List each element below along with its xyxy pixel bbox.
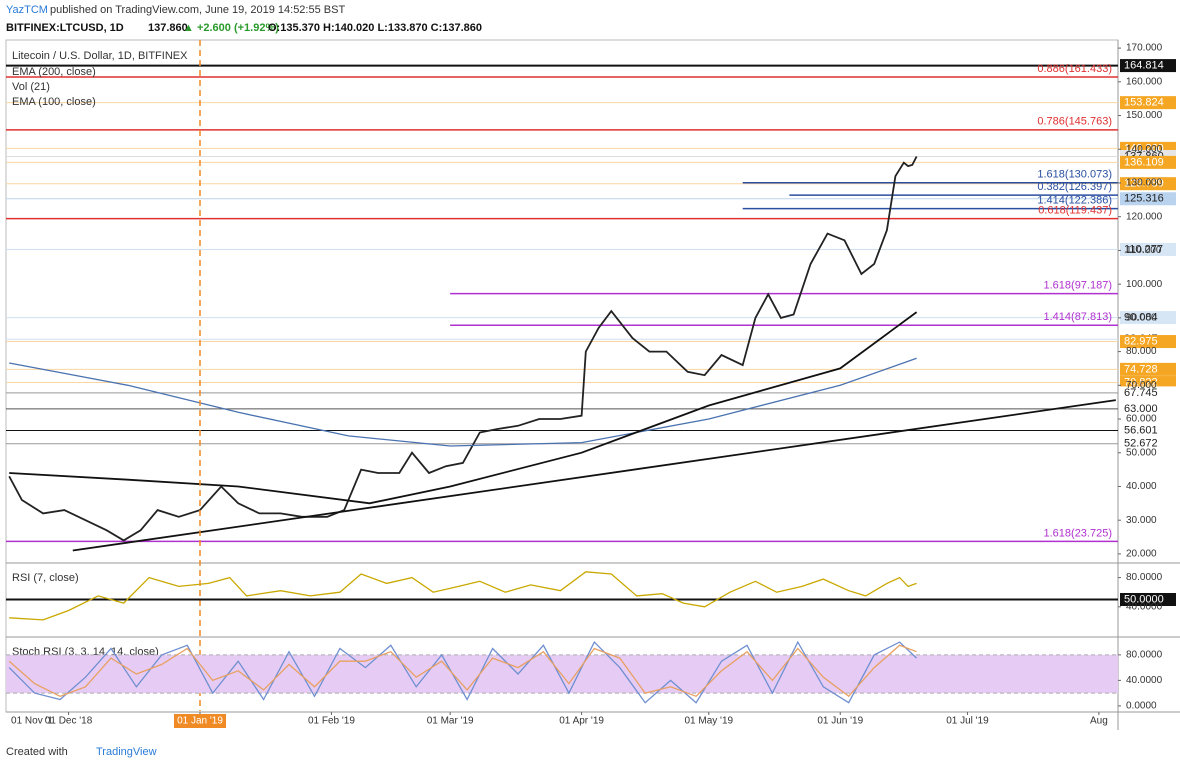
- y-tick-label: 160.000: [1126, 76, 1163, 87]
- y-tick-label: 40.0000: [1126, 675, 1163, 686]
- study-label: EMA (100, close): [12, 96, 96, 108]
- price-label: 129.789: [1124, 178, 1164, 190]
- y-tick-label: 130.000: [1126, 178, 1163, 189]
- price-label-box: [1120, 177, 1176, 191]
- price-label: 153.824: [1124, 97, 1164, 109]
- x-tick-label: 01 Mar '19: [427, 716, 474, 727]
- price-label-box: [1120, 96, 1176, 110]
- price-label-box: [1120, 362, 1176, 376]
- price-label-box: [1120, 59, 1176, 73]
- published: published on TradingView.com, June 19, 2…: [50, 4, 345, 16]
- y-tick-label: 80.000: [1126, 346, 1157, 357]
- y-tick-label: 140.000: [1126, 144, 1163, 155]
- y-tick-label: 120.000: [1126, 211, 1163, 222]
- y-tick-label: 20.000: [1126, 549, 1157, 560]
- author[interactable]: YazTCM: [6, 4, 48, 16]
- price-label-box: [1120, 311, 1176, 325]
- price-label: 110.277: [1124, 243, 1163, 255]
- footer-brand[interactable]: TradingView: [96, 746, 157, 758]
- price-label-box: [1120, 437, 1176, 451]
- fib-label: 0.382(126.397): [1037, 181, 1112, 193]
- y-tick-label: 80.0000: [1126, 650, 1163, 661]
- y-tick-label: 50.000: [1126, 447, 1157, 458]
- x-tick-label: 01 Jun '19: [817, 716, 863, 727]
- price-label: 164.814: [1124, 59, 1164, 71]
- price-label: 67.745: [1124, 387, 1158, 399]
- price-label: 63.000: [1124, 403, 1158, 415]
- x-tick-highlight: [174, 714, 226, 728]
- y-tick-label: 80.0000: [1126, 572, 1163, 583]
- fib-label: 1.618(97.187): [1044, 280, 1113, 292]
- x-tick-label: 01 Dec '18: [45, 716, 93, 727]
- y-tick-label: 0.0000: [1126, 701, 1157, 712]
- price-label-box: [1120, 386, 1176, 400]
- study-label: EMA (200, close): [12, 66, 96, 78]
- y-tick-label: 100.000: [1126, 279, 1163, 290]
- series-line: [8, 156, 918, 542]
- fib-label: 0.786(145.763): [1037, 116, 1112, 128]
- series-line: [72, 399, 1116, 552]
- fib-label: 1.618(130.073): [1037, 169, 1112, 181]
- x-tick-label: 01 Apr '19: [559, 716, 604, 727]
- fib-label: 1.414(87.813): [1044, 311, 1113, 323]
- series-line: [9, 357, 917, 447]
- chart-frame: [5, 39, 1119, 713]
- y-tick-label: 70.000: [1126, 380, 1157, 391]
- x-tick-label: Aug: [1090, 716, 1108, 727]
- fib-label: 1.618(23.725): [1044, 527, 1113, 539]
- price-label: 52.672: [1124, 438, 1158, 450]
- series-line: [8, 644, 917, 698]
- series-line: [9, 571, 917, 621]
- price-label-box: [1120, 335, 1176, 349]
- price-label: 74.728: [1124, 363, 1158, 375]
- price-label: 82.975: [1124, 335, 1158, 347]
- change: ▲ +2.600 (+1.92%): [183, 22, 279, 34]
- study-label: Vol (21): [12, 81, 50, 93]
- price-label: 50.0000: [1124, 593, 1164, 605]
- x-tick-label: 01 Feb '19: [308, 716, 355, 727]
- price-label-box: [1120, 192, 1176, 206]
- series-line: [8, 640, 918, 704]
- pane-title: RSI (7, close): [12, 572, 79, 584]
- price-label: 125.316: [1124, 193, 1164, 205]
- series-line: [9, 311, 918, 505]
- y-tick-label: 150.000: [1126, 110, 1163, 121]
- y-tick-label: 90.000: [1126, 313, 1157, 324]
- y-tick-label: 40.000: [1126, 481, 1157, 492]
- y-tick-label: 60.000: [1126, 414, 1157, 425]
- fib-label: 1.414(122.386): [1037, 195, 1112, 207]
- y-tick-label: 30.000: [1126, 515, 1157, 526]
- x-tick-label: 01 Jan '19: [177, 716, 223, 727]
- y-tick-label: 170.000: [1126, 43, 1163, 54]
- x-tick-label: 01 May '19: [684, 716, 733, 727]
- price-label-box: [1120, 402, 1176, 416]
- y-tick-label: 40.0000: [1126, 601, 1163, 612]
- price-label-box: [1120, 242, 1176, 256]
- y-tick-label: 110.000: [1126, 245, 1162, 256]
- ohlc: O:135.370 H:140.020 L:133.870 C:137.860: [268, 22, 482, 34]
- price-label-box: [1120, 423, 1176, 437]
- price-plot: [6, 64, 1118, 552]
- price-label-box: [1120, 376, 1176, 390]
- symbol: BITFINEX:LTCUSD, 1D: [6, 22, 124, 34]
- x-tick-label: 01 Nov '1: [11, 716, 53, 727]
- price-label: 56.601: [1124, 424, 1158, 436]
- footer-created: Created with: [6, 746, 68, 758]
- price-label-box: [1120, 593, 1176, 606]
- fib-label: 0.886(161.433): [1037, 63, 1112, 75]
- price-label: 136.109: [1124, 156, 1164, 168]
- x-tick-label: 01 Jul '19: [946, 716, 989, 727]
- fib-label: 0.618(119.437): [1038, 205, 1112, 217]
- price-label-box: [1120, 155, 1176, 169]
- pane-title: Litecoin / U.S. Dollar, 1D, BITFINEX: [12, 50, 188, 62]
- last-price: 137.860: [148, 22, 188, 34]
- price-label: 90.084: [1124, 311, 1158, 323]
- price-label: 70.822: [1124, 376, 1158, 388]
